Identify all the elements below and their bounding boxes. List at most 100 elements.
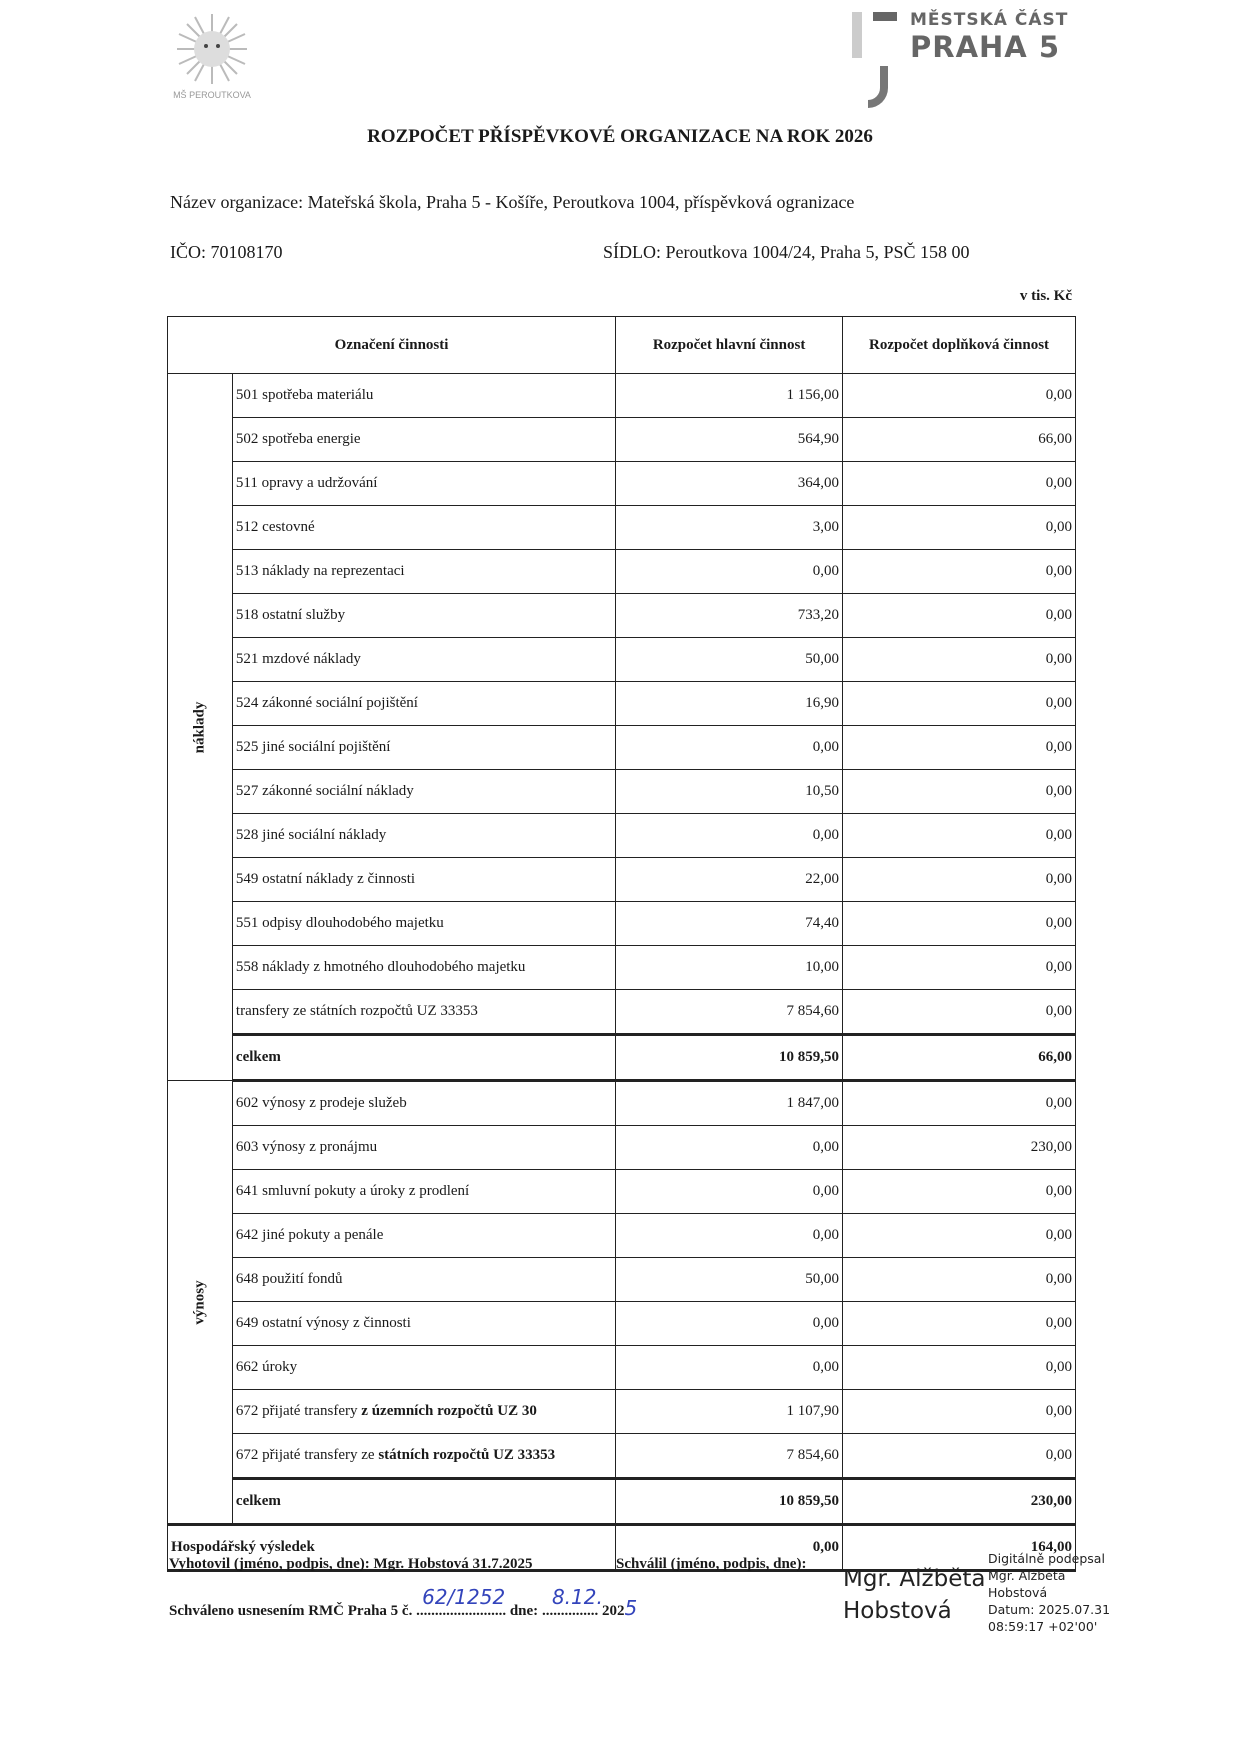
table-row: 662 úroky 0,00 0,00 [168, 1345, 1076, 1390]
table-row: 672 přijaté transfery ze státních rozpoč… [168, 1433, 1076, 1479]
row-label: 511 opravy a udržování [231, 461, 617, 506]
row-label-text: celkem [235, 1049, 281, 1065]
row-label: 518 ostatní služby [231, 593, 617, 638]
row-label: 513 náklady na reprezentaci [231, 549, 617, 594]
extra-activity-value: 0,00 [842, 549, 1076, 594]
row-label: 502 spotřeba energie [231, 417, 617, 462]
row-label-text: 641 smluvní pokuty a úroky z prodlení [235, 1183, 470, 1199]
date-label: dne: [509, 1603, 539, 1619]
header-activity: Označení činnosti [166, 316, 617, 374]
main-activity-value: 7 854,60 [615, 1433, 844, 1479]
table-row: 642 jiné pokuty a penále 0,00 0,00 [168, 1213, 1076, 1258]
row-label-text: 524 zákonné sociální pojištění [235, 695, 418, 711]
main-activity-value: 564,90 [615, 417, 844, 462]
extra-activity-value: 0,00 [842, 1213, 1076, 1258]
praha5-logo: MĚSTSKÁ ČÁST PRAHA 5 [852, 8, 1072, 108]
table-row: 558 náklady z hmotného dlouhodobého maje… [168, 945, 1076, 990]
table-row: 502 spotřeba energie 564,90 66,00 [168, 417, 1076, 462]
header-extra: Rozpočet doplňková činnost [842, 316, 1076, 374]
extra-activity-value: 0,00 [842, 989, 1076, 1035]
year-prefix: 202 [601, 1603, 625, 1619]
result-main-value: 0,00 [615, 1523, 844, 1572]
main-activity-value: 7 854,60 [615, 989, 844, 1035]
extra-activity-value: 0,00 [842, 901, 1076, 946]
sun-logo-icon: MŠ PEROUTKOVA [173, 14, 251, 100]
row-label: 527 zákonné sociální náklady [231, 769, 617, 814]
row-label: 662 úroky [231, 1345, 617, 1390]
extra-activity-value: 0,00 [842, 681, 1076, 726]
table-row: 672 přijaté transfery z územních rozpočt… [168, 1389, 1076, 1434]
extra-activity-value: 0,00 [842, 813, 1076, 858]
row-label: 549 ostatní náklady z činnosti [231, 857, 617, 902]
prepared-by: Vyhotovil (jméno, podpis, dne): Mgr. Hob… [169, 1556, 533, 1572]
extra-activity-value: 0,00 [842, 1345, 1076, 1390]
extra-activity-value: 0,00 [842, 1389, 1076, 1434]
row-label: 649 ostatní výnosy z činnosti [231, 1301, 617, 1346]
row-label-text: 602 výnosy z prodeje služeb [235, 1095, 407, 1111]
extra-activity-value: 0,00 [842, 1169, 1076, 1214]
logo-line2: PRAHA 5 [910, 30, 1061, 64]
table-row: 551 odpisy dlouhodobého majetku 74,40 0,00 [168, 901, 1076, 946]
main-activity-value: 50,00 [615, 1257, 844, 1302]
row-label-text: 549 ostatní náklady z činnosti [235, 871, 416, 887]
signature-detail: Digitálně podepsal [988, 1551, 1105, 1566]
row-label: 603 výnosy z pronájmu [231, 1125, 617, 1170]
main-activity-value: 733,20 [615, 593, 844, 638]
extra-activity-value: 0,00 [842, 1080, 1076, 1126]
extra-activity-value: 0,00 [842, 505, 1076, 550]
total-row: celkem 10 859,50 66,00 [168, 1033, 1076, 1082]
extra-activity-value: 0,00 [842, 1301, 1076, 1346]
row-label: celkem [231, 1477, 617, 1526]
row-label-text: 527 zákonné sociální náklady [235, 783, 414, 799]
ico: IČO: 70108170 [170, 242, 283, 262]
extra-activity-value: 0,00 [842, 1257, 1076, 1302]
main-activity-value: 0,00 [615, 549, 844, 594]
main-activity-value: 0,00 [615, 1345, 844, 1390]
extra-activity-value: 0,00 [842, 373, 1076, 418]
main-activity-value: 16,90 [615, 681, 844, 726]
row-label-text: 642 jiné pokuty a penále [235, 1227, 384, 1243]
row-label: 525 jiné sociální pojištění [231, 725, 617, 770]
document-title: ROZPOČET PŘÍSPĚVKOVÉ ORGANIZACE NA ROK 2… [367, 126, 873, 147]
result-extra-value: 164,00 [842, 1523, 1076, 1572]
main-activity-value: 1 156,00 [615, 373, 844, 418]
resolution-number: 62/1252 [422, 1585, 506, 1609]
row-label: 524 zákonné sociální pojištění [231, 681, 617, 726]
row-label-text: 603 výnosy z pronájmu [235, 1139, 378, 1155]
signature-detail: 08:59:17 +02'00' [988, 1619, 1098, 1634]
table-row: náklady 501 spotřeba materiálu 1 156,00 0,0… [167, 373, 1076, 1081]
table-row: 512 cestovné 3,00 0,00 [168, 505, 1076, 550]
row-label: 672 přijaté transfery ze státních rozpoč… [231, 1433, 617, 1479]
school-logo-text: MŠ PEROUTKOVA [173, 90, 251, 100]
table-row: 549 ostatní náklady z činnosti 22,00 0,00 [168, 857, 1076, 902]
row-label-text: 551 odpisy dlouhodobého majetku [235, 915, 444, 931]
unit-label: v tis. Kč [1019, 288, 1072, 304]
date-value: 8.12. [551, 1585, 603, 1609]
extra-activity-value: 0,00 [842, 769, 1076, 814]
main-activity-value: 10,00 [615, 945, 844, 990]
main-activity-value: 364,00 [615, 461, 844, 506]
signature-detail: Mgr. Alžběta [988, 1568, 1066, 1583]
row-label: 512 cestovné [231, 505, 617, 550]
header-main: Rozpočet hlavní činnost [615, 316, 844, 374]
row-label: 641 smluvní pokuty a úroky z prodlení [231, 1169, 617, 1214]
extra-activity-value: 0,00 [842, 945, 1076, 990]
table-row: výnosy 602 výnosy z prodeje služeb 1 847,0… [167, 1080, 1076, 1525]
row-label-text: 501 spotřeba materiálu [235, 387, 374, 403]
table-row: 511 opravy a udržování 364,00 0,00 [168, 461, 1076, 506]
total-row: celkem 10 859,50 230,00 [168, 1477, 1076, 1526]
table-row: 513 náklady na reprezentaci 0,00 0,00 [168, 549, 1076, 594]
approval-resolution: Schváleno usnesením RMČ Praha 5 č. .....… [169, 1585, 638, 1620]
row-label: transfery ze státních rozpočtů UZ 33353 [231, 989, 617, 1035]
main-activity-value: 0,00 [615, 1169, 844, 1214]
signature-name-line2: Hobstová [843, 1598, 952, 1624]
row-label-text: 518 ostatní služby [235, 607, 346, 623]
organization-name: Název organizace: Mateřská škola, Praha … [170, 192, 855, 212]
row-label: 528 jiné sociální náklady [231, 813, 617, 858]
signature-detail: Datum: 2025.07.31 [988, 1602, 1111, 1617]
row-label-bold: státních rozpočtů UZ 33353 [378, 1447, 556, 1463]
year-suffix: 5 [624, 1596, 638, 1620]
row-label: 602 výnosy z prodeje služeb [231, 1080, 617, 1126]
table-row: 518 ostatní služby 733,20 0,00 [168, 593, 1076, 638]
row-label: celkem [231, 1033, 617, 1082]
